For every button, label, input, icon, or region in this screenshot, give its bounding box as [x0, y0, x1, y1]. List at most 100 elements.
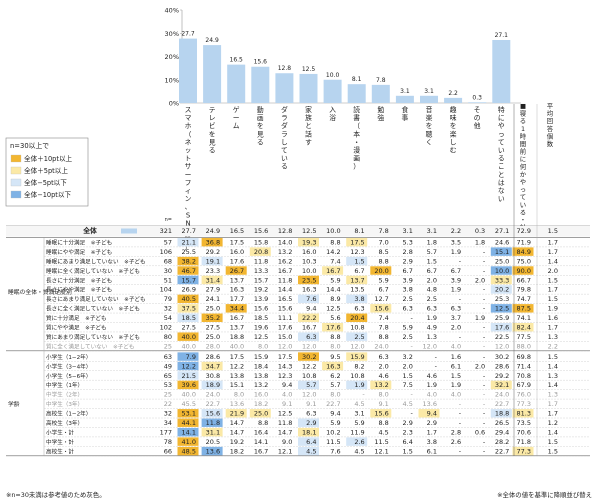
cell-value: 8.0: [234, 391, 244, 399]
cell-value: 87.5: [517, 305, 531, 313]
category-label: 入: [329, 106, 336, 114]
cell-value: 24.9: [206, 227, 220, 235]
cell-value: 15.1: [230, 381, 244, 389]
category-label: ー: [233, 114, 240, 122]
highlight-cell: [346, 237, 368, 247]
category-label: ダ: [281, 121, 288, 130]
highlight-cell: [370, 304, 392, 313]
cell-value: 45.5: [182, 400, 196, 408]
cell-value: 16.7: [230, 314, 244, 322]
cell-value: 15.6: [278, 305, 292, 313]
cell-value: 12.5: [495, 305, 509, 313]
category-label: （: [185, 130, 192, 138]
cell-value: 5.3: [403, 238, 413, 246]
cell-value: 11.8: [254, 257, 268, 265]
category-label: 本: [353, 129, 360, 138]
category-label: い: [498, 147, 505, 155]
extra-column-header: 間: [520, 140, 526, 148]
category-label: 見: [257, 130, 264, 138]
category-label: 画: [257, 114, 264, 122]
cell-value: 70.6: [517, 428, 531, 436]
highlight-cell: [201, 418, 223, 427]
cell-value: -: [459, 295, 462, 303]
cell-value: 13.7: [230, 324, 244, 332]
cell-value: 26.9: [182, 286, 196, 294]
highlight-cell: [298, 437, 319, 446]
row-n: 80: [164, 333, 172, 341]
extra-column-header: 時: [520, 132, 527, 140]
cell-value: 35.2: [206, 314, 220, 322]
row-label: 質に全く満足していない ※子ども: [46, 342, 134, 350]
bar-value-label: 15.6: [254, 59, 268, 66]
row-label: 小学生・計: [46, 428, 74, 436]
cell-value: 16.7: [254, 447, 268, 455]
cell-value: -: [411, 410, 414, 418]
cell-value: 24.1: [206, 295, 220, 303]
cell-value: -: [411, 314, 414, 322]
row-n: 104: [160, 286, 172, 294]
highlight-cell: [346, 332, 368, 341]
category-label: し: [450, 138, 457, 146]
cell-value: 12.2: [230, 362, 244, 370]
cell-value: 11.5: [326, 438, 340, 446]
cell-value: 72.9: [517, 227, 531, 235]
category-label: テ: [209, 106, 216, 114]
cell-value: 9.5: [330, 353, 340, 361]
extra-column-header: 寝: [520, 109, 527, 118]
category-label: る: [498, 155, 505, 163]
row-n: 102: [160, 324, 172, 332]
bar: [492, 39, 511, 103]
category-label: し: [281, 138, 288, 146]
cell-value: 16.7: [326, 267, 340, 275]
cell-value: 4.0: [282, 391, 292, 399]
cell-value: 13.6: [206, 447, 220, 455]
highlight-cell: [298, 352, 319, 361]
cell-value: 22.2: [302, 314, 316, 322]
cell-value: 13.2: [254, 381, 268, 389]
cell-value: 5.9: [330, 276, 340, 284]
cell-value: 4.6: [427, 372, 437, 380]
cell-value: 15.0: [278, 333, 292, 341]
cell-value: 17.6: [495, 324, 509, 332]
cell-value: 66.7: [517, 276, 531, 284]
bar-value-label: 27.7: [181, 31, 195, 38]
cell-value: 6.1: [427, 447, 437, 455]
category-label: す: [305, 138, 312, 146]
cell-value: 75.0: [517, 257, 531, 265]
cell-value: 1.2: [548, 419, 558, 427]
cell-value: 10.8: [302, 372, 316, 380]
cell-value: 2.0: [378, 362, 388, 370]
category-label: ）: [353, 163, 360, 171]
cell-value: 18.8: [230, 333, 244, 341]
bar: [251, 66, 270, 103]
cell-value: 12.5: [326, 305, 340, 313]
cell-value: 15.7: [254, 276, 268, 284]
category-label: む: [450, 147, 457, 155]
highlight-cell: [177, 266, 199, 275]
cell-value: 12.0: [278, 342, 292, 350]
cell-value: -: [483, 372, 486, 380]
highlight-cell: [490, 304, 512, 313]
category-label: い: [498, 195, 505, 203]
cell-value: 9.1: [378, 400, 388, 408]
cell-value: 2.5: [354, 333, 364, 341]
row-label: 高校生（3年）: [46, 419, 83, 427]
cell-value: 71.4: [517, 362, 531, 370]
category-label: ト: [185, 155, 192, 163]
cell-value: 1.6: [451, 353, 461, 361]
cell-value: 28.6: [206, 353, 220, 361]
cell-value: 3.9: [403, 276, 413, 284]
cell-value: 27.1: [495, 227, 509, 235]
legend-swatch: [10, 166, 22, 175]
cell-value: 8.8: [378, 419, 388, 427]
row-n: 65: [164, 372, 172, 380]
highlight-cell: [225, 304, 247, 313]
highlight-cell: [298, 237, 319, 247]
cell-value: 22.5: [495, 333, 509, 341]
extra-column-header: 何: [520, 162, 527, 171]
category-label: こ: [498, 163, 505, 171]
cell-value: 10.0: [495, 267, 509, 275]
cell-value: 25.0: [206, 333, 220, 341]
cell-value: 2.9: [306, 419, 316, 427]
extra-column-header: や: [520, 178, 526, 186]
